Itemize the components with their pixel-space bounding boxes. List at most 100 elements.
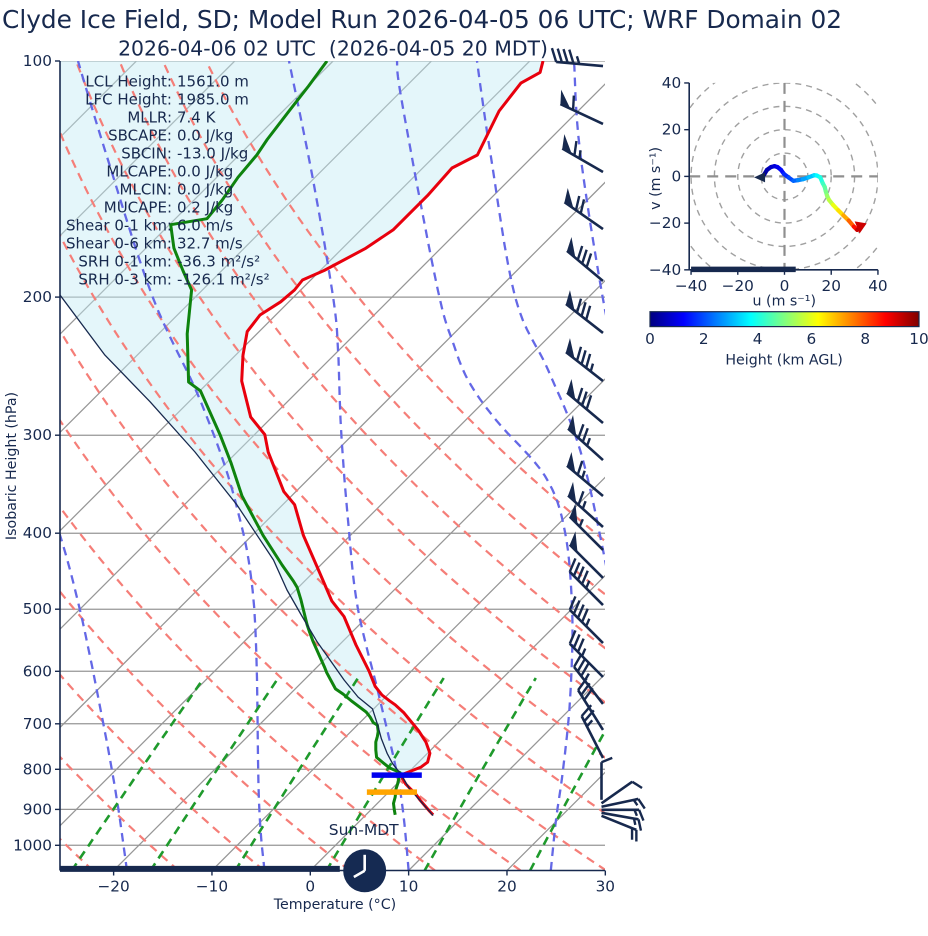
parameter-label: SRH 0-3 km: [78, 271, 172, 289]
temperature-axis-label: Temperature (°C) [273, 897, 396, 913]
parameter-label: Shear 0-6 km: [66, 235, 172, 253]
wind-barb [601, 797, 646, 810]
parameter-label: LCL Height: [85, 73, 172, 91]
dry-adiabat-line [119, 62, 605, 650]
barb-staff [580, 715, 605, 759]
parameter-label: MLCAPE: [106, 163, 172, 181]
wind-barb [600, 780, 643, 805]
moist-adiabat-line [287, 61, 410, 871]
colorbar-tick-label: 2 [699, 330, 709, 348]
barb-staff [631, 780, 643, 790]
parcel-profile-line [60, 294, 434, 817]
barb-staff [581, 249, 588, 264]
barb-staff [575, 298, 583, 313]
barb-staff [637, 809, 645, 821]
figure-title: Clyde Ice Field, SD; Model Run 2026-04-0… [2, 5, 842, 34]
barb-staff [565, 302, 604, 334]
hodograph-y-tick-label: 40 [662, 74, 681, 92]
barb-staff [576, 245, 584, 261]
barb-pennant [569, 503, 578, 525]
pressure-tick-label: 1000 [13, 836, 52, 854]
colorbar-border [649, 311, 920, 328]
hodograph-ring [737, 128, 832, 224]
temperature-tick-label: 10 [399, 878, 418, 896]
barb-staff [576, 566, 585, 581]
barb-staff [580, 350, 587, 365]
parameter-label: SBCAPE: [108, 127, 172, 145]
moist-adiabat-line [76, 61, 266, 871]
colorbar-tick-label: 10 [909, 330, 928, 348]
barb-staff [583, 709, 595, 723]
barb-pennant [560, 89, 571, 109]
isotherm-line [60, 83, 605, 630]
parameter-value: 1561.0 m [177, 73, 249, 91]
barb-staff [572, 634, 581, 649]
cin-shading [60, 61, 543, 816]
clock-hour-hand [353, 869, 366, 879]
wind-barb [580, 704, 605, 759]
barb-staff [568, 49, 575, 64]
barb-staff [601, 797, 639, 809]
mixing-ratio-line [325, 677, 445, 871]
isotherm-line [113, 378, 605, 871]
wind-barb [566, 451, 604, 497]
sun-label: Sun-MDT [329, 821, 399, 839]
pressure-tick-label: 500 [23, 600, 52, 618]
pressure-tick-label: 700 [23, 715, 52, 733]
wind-barb [568, 595, 604, 644]
barb-staff [577, 677, 588, 691]
colorbar-tick-label: 6 [807, 330, 817, 348]
barb-staff [568, 642, 604, 678]
parameter-label: SBCIN: [121, 145, 172, 163]
wind-barb [601, 811, 643, 831]
parameter-value: 0.0 J/kg [177, 127, 233, 145]
wind-barb [568, 557, 604, 606]
barb-staff [574, 195, 581, 211]
barb-staff [637, 819, 643, 831]
barb-pennant [569, 531, 578, 553]
dry-adiabat-line [60, 418, 522, 871]
barb-staff [580, 570, 589, 585]
pressure-tick-label: 100 [23, 52, 52, 70]
barb-staff [585, 580, 591, 589]
parameter-value: 0.2 J/kg [177, 199, 233, 217]
barb-staff [568, 570, 604, 606]
hodograph-x-tick-label: 0 [780, 277, 790, 295]
pressure-tick-label: 300 [23, 426, 52, 444]
barb-pennant [562, 134, 572, 154]
barb-staff [585, 618, 591, 627]
parameter-value: -126.1 m²/s² [177, 271, 270, 289]
isotherm-line [60, 61, 531, 532]
dry-adiabat-line [162, 62, 605, 596]
hodograph: −40 −20 0 20 40 −40 −20 0 20 40 [649, 74, 888, 295]
barb-staff [556, 60, 604, 68]
barb-staff [580, 662, 590, 677]
parameter-label: Shear 0-1 km: [66, 217, 172, 235]
hodograph-y-tick-label: 20 [662, 121, 681, 139]
barb-staff [584, 305, 592, 321]
barb-pennant [568, 481, 577, 503]
barb-staff [568, 608, 604, 644]
wind-barb [600, 756, 613, 800]
pressure-tick-label: 800 [23, 760, 52, 778]
parameter-label: MUCAPE: [104, 199, 172, 217]
barb-staff [581, 391, 588, 406]
barb-pennant [564, 187, 574, 209]
parameter-value: 1985.0 m [177, 91, 249, 109]
barb-staff [572, 562, 581, 577]
cin-shade-polygon [60, 61, 543, 816]
barb-pennant [566, 378, 576, 400]
barb-staff [585, 395, 593, 410]
moist-adiabat-line [572, 61, 605, 316]
dry-adiabat-line [60, 233, 605, 815]
barb-staff [601, 811, 639, 821]
pressure-tick-label: 200 [23, 288, 52, 306]
barb-staff [580, 608, 589, 623]
wind-barb-column [550, 47, 646, 842]
barb-staff [575, 55, 581, 65]
isotherm-line [60, 61, 334, 335]
dewpoint-profile-line [169, 61, 402, 816]
barb-pennant [565, 338, 575, 359]
barb-staff [576, 460, 584, 476]
barb-staff [578, 150, 582, 159]
